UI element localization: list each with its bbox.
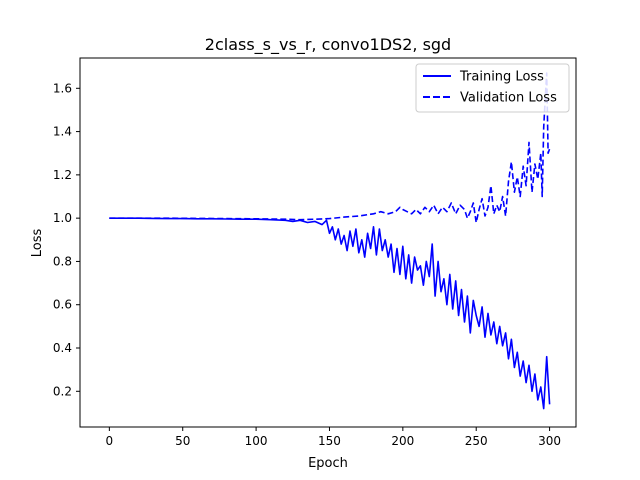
series-line-validation-loss xyxy=(109,72,551,224)
y-tick-label: 0.4 xyxy=(53,341,72,355)
axes-frame xyxy=(79,57,577,428)
legend-label-training: Training Loss xyxy=(459,70,544,85)
x-tick-label: 300 xyxy=(538,434,561,448)
x-tick-label: 200 xyxy=(391,434,414,448)
y-tick-label: 1.4 xyxy=(53,125,72,139)
x-tick-label: 100 xyxy=(245,434,268,448)
x-axis-label: Epoch xyxy=(308,456,348,471)
x-tick-label: 50 xyxy=(175,434,190,448)
legend-box xyxy=(415,63,570,113)
y-axis-label: Loss xyxy=(30,229,45,258)
legend: Training Loss Validation Loss xyxy=(415,63,570,113)
y-tick-label: 1.2 xyxy=(53,168,72,182)
x-tick-label: 0 xyxy=(106,434,114,448)
x-axis-ticks: 0 50 100 150 200 250 300 xyxy=(106,427,561,448)
y-tick-label: 1.0 xyxy=(53,211,72,225)
legend-label-validation: Validation Loss xyxy=(460,91,557,106)
y-tick-label: 0.2 xyxy=(53,384,72,398)
x-tick-label: 150 xyxy=(318,434,341,448)
y-axis-ticks: 0.2 0.4 0.6 0.8 1.0 1.2 1.4 1.6 xyxy=(53,81,80,398)
plot-area: 0 50 100 150 200 250 300 0.2 0.4 0.6 0.8 1.0 1.2 1.4… xyxy=(53,57,577,448)
y-tick-label: 1.6 xyxy=(53,81,72,95)
y-tick-label: 0.6 xyxy=(53,298,72,312)
x-tick-label: 250 xyxy=(465,434,488,448)
chart-title: 2class_s_vs_r, convo1DS2, sgd xyxy=(205,35,451,55)
y-tick-label: 0.8 xyxy=(53,254,72,268)
series-line-training-loss xyxy=(109,217,551,410)
series-group xyxy=(109,72,551,410)
